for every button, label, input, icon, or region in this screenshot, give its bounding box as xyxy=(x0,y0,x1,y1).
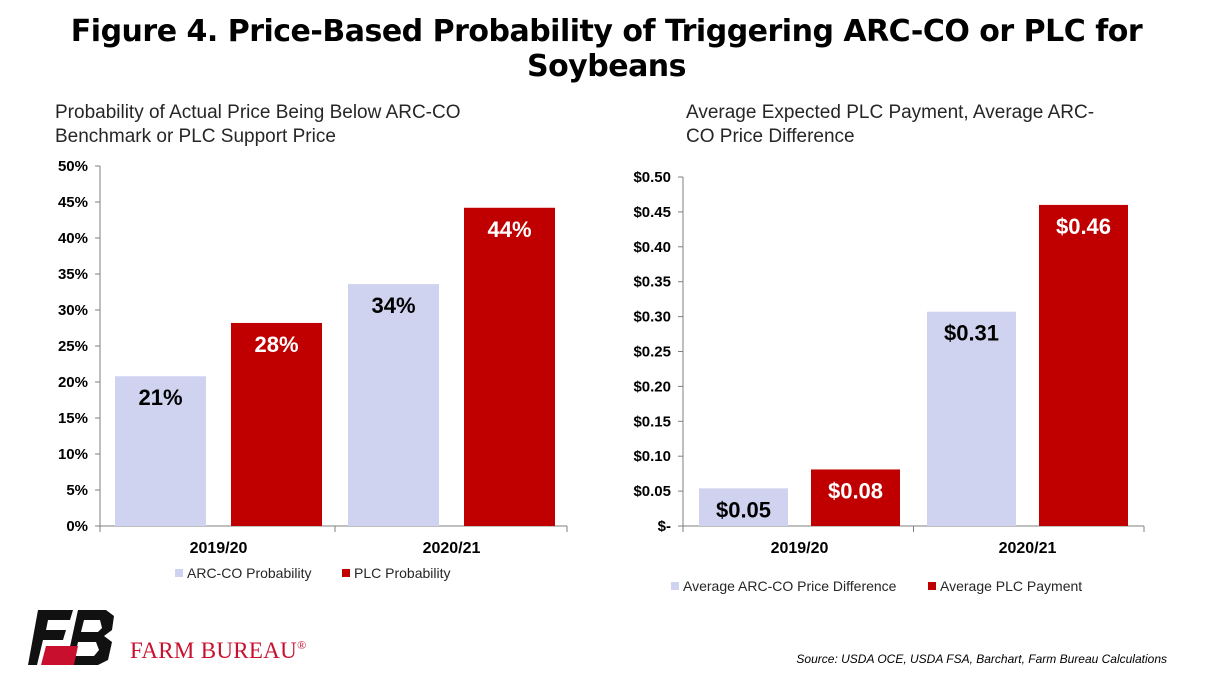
source-note: Source: USDA OCE, USDA FSA, Barchart, Fa… xyxy=(796,652,1167,666)
y-tick-label: 40% xyxy=(58,230,88,247)
bar xyxy=(699,488,788,526)
data-label: 44% xyxy=(487,217,531,242)
data-label: $0.08 xyxy=(828,478,883,503)
x-category-label: 2020/21 xyxy=(423,540,481,557)
chart-title-line: Benchmark or PLC Support Price xyxy=(55,126,336,147)
legend-swatch xyxy=(671,582,679,590)
y-tick-label: $0.10 xyxy=(633,448,671,465)
legend-label: PLC Probability xyxy=(354,565,451,581)
farm-bureau-wordmark: FARM BUREAU® xyxy=(130,638,307,664)
y-tick-label: 0% xyxy=(66,518,88,535)
x-category-label: 2019/20 xyxy=(771,540,829,557)
y-tick-label: 35% xyxy=(58,266,88,283)
data-label: 34% xyxy=(371,293,415,318)
data-label: $0.31 xyxy=(944,321,999,346)
y-tick-label: 10% xyxy=(58,446,88,463)
bar xyxy=(927,311,1016,526)
bar xyxy=(348,284,439,526)
y-tick-label: 15% xyxy=(58,410,88,427)
y-tick-label: $0.45 xyxy=(633,204,671,221)
data-label: 21% xyxy=(138,385,182,410)
chart-title-line: CO Price Difference xyxy=(686,126,855,147)
data-label: $0.05 xyxy=(716,497,771,522)
x-category-label: 2019/20 xyxy=(190,540,248,557)
chart-title-line: Probability of Actual Price Being Below … xyxy=(55,102,461,123)
data-label: 28% xyxy=(254,332,298,357)
registered-mark: ® xyxy=(297,638,307,652)
y-tick-label: $- xyxy=(658,518,671,535)
y-tick-label: 50% xyxy=(58,158,88,175)
legend-label: ARC-CO Probability xyxy=(187,565,311,581)
legend-swatch xyxy=(175,569,183,577)
y-tick-label: $0.25 xyxy=(633,344,671,361)
figure-title: Figure 4. Price-Based Probability of Tri… xyxy=(70,14,1143,84)
legend-swatch xyxy=(342,569,350,577)
y-tick-label: $0.20 xyxy=(633,378,671,395)
legend-label: Average PLC Payment xyxy=(940,578,1082,594)
bar xyxy=(1039,204,1128,527)
legend-label: Average ARC-CO Price Difference xyxy=(683,578,897,594)
data-label: $0.46 xyxy=(1056,214,1111,239)
y-tick-label: $0.35 xyxy=(633,274,671,291)
y-tick-label: $0.50 xyxy=(633,169,671,186)
farm-bureau-logo-icon xyxy=(28,610,114,665)
bar xyxy=(811,469,900,526)
y-tick-label: $0.15 xyxy=(633,413,671,430)
x-category-label: 2020/21 xyxy=(999,540,1057,557)
bar xyxy=(115,376,206,526)
bar xyxy=(231,322,322,526)
y-tick-label: 5% xyxy=(66,482,88,499)
y-tick-label: $0.40 xyxy=(633,239,671,256)
y-tick-label: 20% xyxy=(58,374,88,391)
bar xyxy=(464,207,555,526)
chart-title-line: Average Expected PLC Payment, Average AR… xyxy=(686,102,1094,123)
legend-swatch xyxy=(928,582,936,590)
y-tick-label: 25% xyxy=(58,338,88,355)
logo-text: FARM BUREAU xyxy=(130,638,298,663)
y-tick-label: $0.05 xyxy=(633,483,671,500)
y-tick-label: 30% xyxy=(58,302,88,319)
y-tick-label: 45% xyxy=(58,194,88,211)
y-tick-label: $0.30 xyxy=(633,309,671,326)
